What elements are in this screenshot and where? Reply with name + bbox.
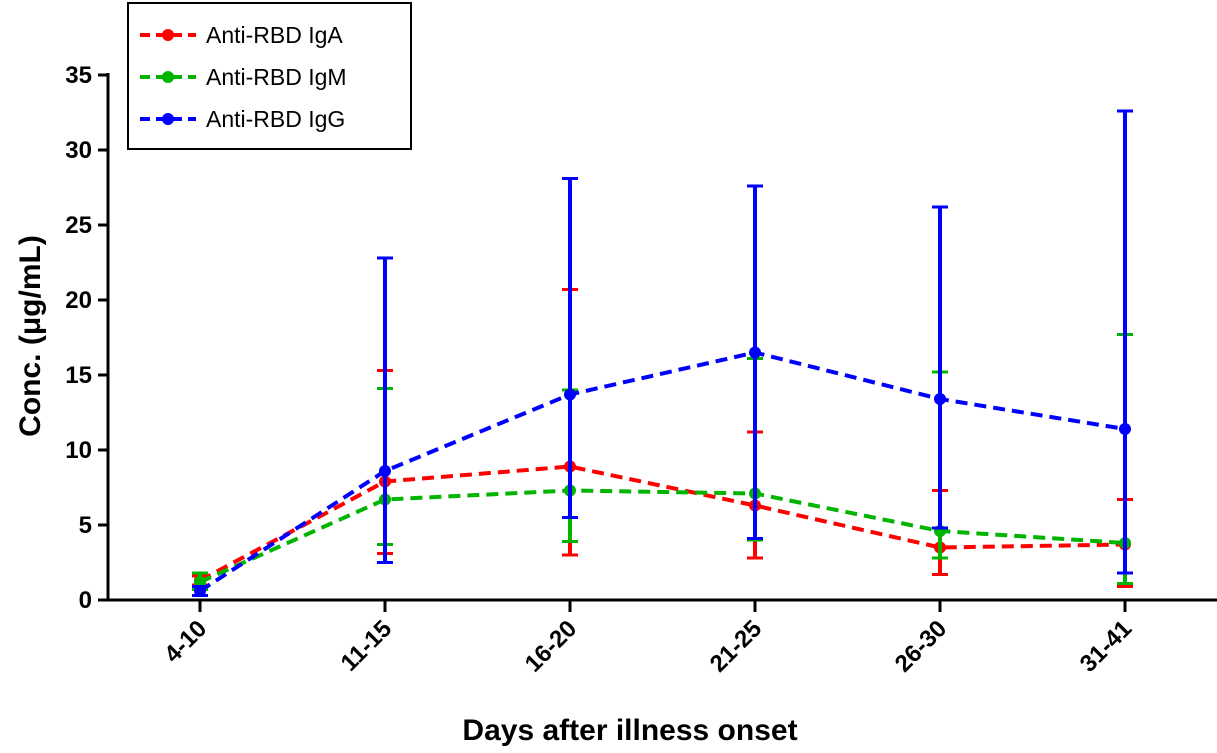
legend-marker <box>162 71 174 83</box>
series-line <box>199 488 1126 584</box>
data-point <box>379 465 391 477</box>
x-tick-label: 21-25 <box>705 615 768 678</box>
y-tick-label: 15 <box>65 362 92 389</box>
y-axis-title: Conc. (μg/mL) <box>14 235 47 437</box>
data-point <box>934 393 946 405</box>
legend-marker <box>162 29 174 41</box>
y-tick-label: 5 <box>79 512 92 539</box>
legend-label: Anti-RBD IgG <box>206 106 345 132</box>
legend-label: Anti-RBD IgM <box>206 64 347 90</box>
y-tick-label: 20 <box>65 287 92 314</box>
series-line <box>198 350 1126 593</box>
x-axis-title: Days after illness onset <box>462 714 797 747</box>
x-tick-label: 26-30 <box>890 615 953 678</box>
y-tick-label: 10 <box>65 437 92 464</box>
series-layer <box>192 109 1133 597</box>
y-tick-label: 0 <box>79 587 92 614</box>
data-point <box>1119 423 1131 435</box>
y-tick-label: 25 <box>65 212 92 239</box>
series-line <box>199 464 1126 583</box>
series-2 <box>192 109 1133 597</box>
legend-label: Anti-RBD IgA <box>206 22 343 48</box>
y-tick-label: 30 <box>65 137 92 164</box>
legend: Anti-RBD IgA Anti-RBD IgM Anti-RBD IgG <box>127 2 412 150</box>
y-tick-label: 35 <box>65 62 92 89</box>
x-tick-label: 11-15 <box>336 615 398 677</box>
x-tick-label: 4-10 <box>159 615 212 668</box>
x-tick-label: 31-41 <box>1075 615 1138 678</box>
x-tick-label: 16-20 <box>520 615 583 678</box>
series-0 <box>192 288 1133 588</box>
data-point <box>749 346 761 359</box>
data-point <box>194 585 206 597</box>
data-point <box>564 388 576 401</box>
axes: 0 5 10 15 20 25 30 35 4-10 11-15 16-20 21-25 26-30 31… <box>65 62 1217 678</box>
legend-marker <box>162 113 174 125</box>
